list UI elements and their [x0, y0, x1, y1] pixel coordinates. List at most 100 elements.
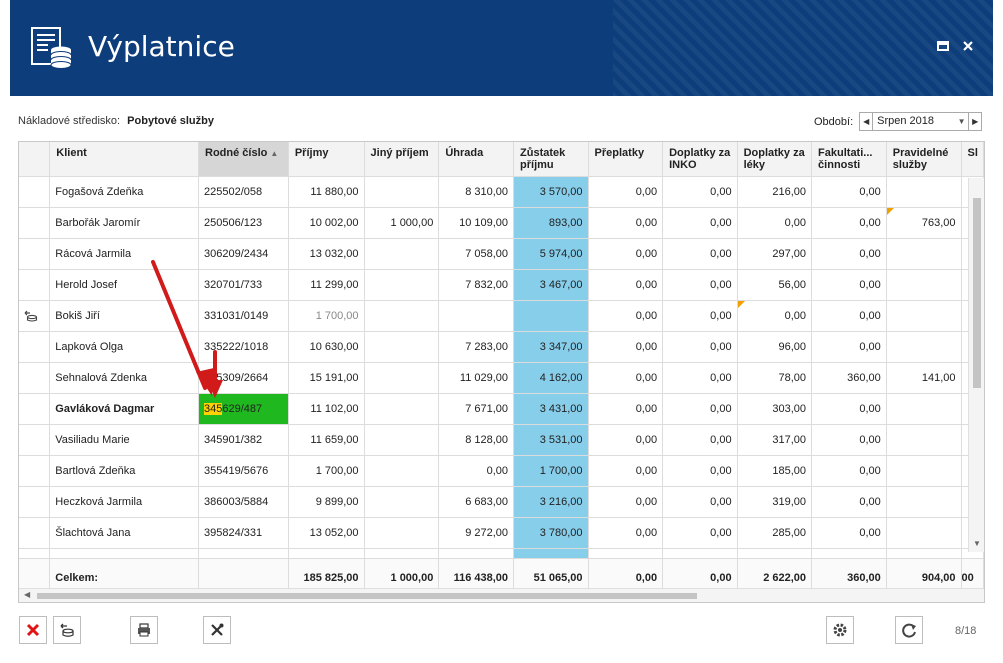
cancel-button[interactable]	[19, 616, 47, 644]
cell-inko[interactable]: 0,00	[662, 269, 738, 301]
cell-uhrada[interactable]: 8 128,00	[438, 424, 515, 456]
cell-rc[interactable]: 306209/2434	[198, 238, 289, 270]
cell-uhrada[interactable]: 0,00	[438, 455, 515, 487]
cell-leky[interactable]: 297,00	[737, 238, 813, 270]
cell-preplatky[interactable]: 0,00	[588, 486, 664, 518]
cell-leky[interactable]: 317,00	[737, 424, 813, 456]
cell-preplatky[interactable]: 0,00	[588, 424, 664, 456]
cell-inko[interactable]: 0,00	[662, 517, 738, 549]
cell-fakult[interactable]: 0,00	[811, 424, 887, 456]
tools-button[interactable]	[203, 616, 231, 644]
cell-pravidelne[interactable]	[886, 455, 962, 487]
cell-klient[interactable]: Gavláková Dagmar	[49, 393, 199, 425]
cell-jiny[interactable]	[364, 269, 440, 301]
cell-preplatky[interactable]: 0,00	[588, 207, 664, 239]
cell-jiny[interactable]: 1 000,00	[364, 207, 440, 239]
cell-zustatek[interactable]: 3 431,00	[513, 393, 589, 425]
column-header-sl[interactable]: Sl	[961, 142, 984, 177]
cell-fakult[interactable]: 0,00	[811, 238, 887, 270]
cell-jiny[interactable]	[364, 331, 440, 363]
cell-rc[interactable]: 335222/1018	[198, 331, 289, 363]
cell-inko[interactable]: 0,00	[662, 486, 738, 518]
horizontal-scroll-thumb[interactable]	[37, 593, 697, 599]
cell-prijmy[interactable]: 11 880,00	[288, 176, 365, 208]
cell-preplatky[interactable]: 0,00	[588, 455, 664, 487]
cell-klient[interactable]: Bartlová Zdeňka	[49, 455, 199, 487]
settings-button[interactable]	[826, 616, 854, 644]
cell-pravidelne[interactable]	[886, 176, 962, 208]
column-header-doplatky-leky[interactable]: Doplatky za léky	[737, 142, 813, 177]
cell-prijmy[interactable]: 10 002,00	[288, 207, 365, 239]
cell-zustatek[interactable]: 3 531,00	[513, 424, 589, 456]
cell-klient[interactable]: Šlachtová Jana	[49, 517, 199, 549]
cell-leky[interactable]: 185,00	[737, 455, 813, 487]
cell-pravidelne[interactable]	[886, 393, 962, 425]
cell-uhrada[interactable]: 7 671,00	[438, 393, 515, 425]
cell-rc[interactable]: 395824/331	[198, 517, 289, 549]
table-row[interactable]: Rácová Jarmila 306209/2434 13 032,00 7 058,…	[19, 238, 984, 270]
cell-fakult[interactable]: 0,00	[811, 176, 887, 208]
column-header-jiny-prijem[interactable]: Jiný příjem	[364, 142, 440, 177]
cell-klient[interactable]: Fogašová Zdeňka	[49, 176, 199, 208]
table-row[interactable]: Heczková Jarmila 386003/5884 9 899,00 6 683…	[19, 486, 984, 518]
cell-leky[interactable]: 56,00	[737, 269, 813, 301]
cell-leky[interactable]: 285,00	[737, 517, 813, 549]
cell-leky[interactable]: 78,00	[737, 362, 813, 394]
cell-inko[interactable]: 0,00	[662, 393, 738, 425]
table-row[interactable]: Herold Josef 320701/733 11 299,00 7 832,00 3…	[19, 269, 984, 301]
cell-fakult[interactable]: 0,00	[811, 455, 887, 487]
table-row[interactable]: Gavláková Dagmar 345629/487 11 102,00 7 671…	[19, 393, 984, 425]
cell-pravidelne[interactable]	[886, 486, 962, 518]
cell-prijmy[interactable]: 11 299,00	[288, 269, 365, 301]
cell-inko[interactable]: 0,00	[662, 424, 738, 456]
cell-pravidelne[interactable]	[886, 517, 962, 549]
cell-leky[interactable]: 0,00	[737, 300, 813, 332]
cell-jiny[interactable]	[364, 238, 440, 270]
cell-zustatek[interactable]: 3 216,00	[513, 486, 589, 518]
cell-fakult[interactable]: 0,00	[811, 269, 887, 301]
cell-prijmy[interactable]: 1 700,00	[288, 300, 365, 332]
cell-zustatek[interactable]: 893,00	[513, 207, 589, 239]
cell-prijmy[interactable]: 1 700,00	[288, 455, 365, 487]
cell-inko[interactable]: 0,00	[662, 207, 738, 239]
cell-leky[interactable]: 303,00	[737, 393, 813, 425]
column-header-pravidelne[interactable]: Pravidelné služby	[886, 142, 962, 177]
table-row[interactable]: Šlachtová Jana 395824/331 13 052,00 9 272,0…	[19, 517, 984, 549]
table-row[interactable]: Vasiliadu Marie 345901/382 11 659,00 8 128,…	[19, 424, 984, 456]
next-period-button[interactable]: ▶	[968, 113, 981, 130]
cell-prijmy[interactable]: 11 102,00	[288, 393, 365, 425]
column-header-preplatky[interactable]: Přeplatky	[588, 142, 664, 177]
cell-pravidelne[interactable]	[886, 238, 962, 270]
cell-fakult[interactable]: 0,00	[811, 207, 887, 239]
cell-zustatek[interactable]: 1 700,00	[513, 455, 589, 487]
table-row[interactable]: Sehnalová Zdenka 335309/2664 15 191,00 11 0…	[19, 362, 984, 394]
cell-rc[interactable]: 355419/5676	[198, 455, 289, 487]
cell-uhrada[interactable]: 10 109,00	[438, 207, 515, 239]
cell-jiny[interactable]	[364, 517, 440, 549]
cell-rc[interactable]: 345629/487	[198, 393, 289, 425]
cell-pravidelne[interactable]	[886, 300, 962, 332]
column-header-fakultativni[interactable]: Fakultati... činnosti	[811, 142, 887, 177]
cell-rc[interactable]: 250506/123	[198, 207, 289, 239]
cell-leky[interactable]: 319,00	[737, 486, 813, 518]
cell-fakult[interactable]: 360,00	[811, 362, 887, 394]
cell-jiny[interactable]	[364, 393, 440, 425]
cell-zustatek[interactable]: 3 347,00	[513, 331, 589, 363]
cell-inko[interactable]: 0,00	[662, 455, 738, 487]
column-header-rodne-cislo[interactable]: Rodné číslo ▲	[198, 142, 289, 177]
cell-pravidelne[interactable]	[886, 269, 962, 301]
cell-zustatek[interactable]: 3 780,00	[513, 517, 589, 549]
cell-klient[interactable]: Herold Josef	[49, 269, 199, 301]
cell-klient[interactable]: Lapková Olga	[49, 331, 199, 363]
cell-rc[interactable]: 225502/058	[198, 176, 289, 208]
column-header-prijmy[interactable]: Příjmy	[288, 142, 365, 177]
period-select[interactable]: ◀ Srpen 2018 ▼ ▶	[859, 112, 983, 131]
cell-klient[interactable]: Vasiliadu Marie	[49, 424, 199, 456]
cell-rc[interactable]: 386003/5884	[198, 486, 289, 518]
cell-jiny[interactable]	[364, 300, 440, 332]
cell-inko[interactable]: 0,00	[662, 238, 738, 270]
cell-fakult[interactable]: 0,00	[811, 517, 887, 549]
cell-inko[interactable]: 0,00	[662, 176, 738, 208]
column-header-doplatky-inko[interactable]: Doplatky za INKO	[662, 142, 738, 177]
cell-uhrada[interactable]: 11 029,00	[438, 362, 515, 394]
